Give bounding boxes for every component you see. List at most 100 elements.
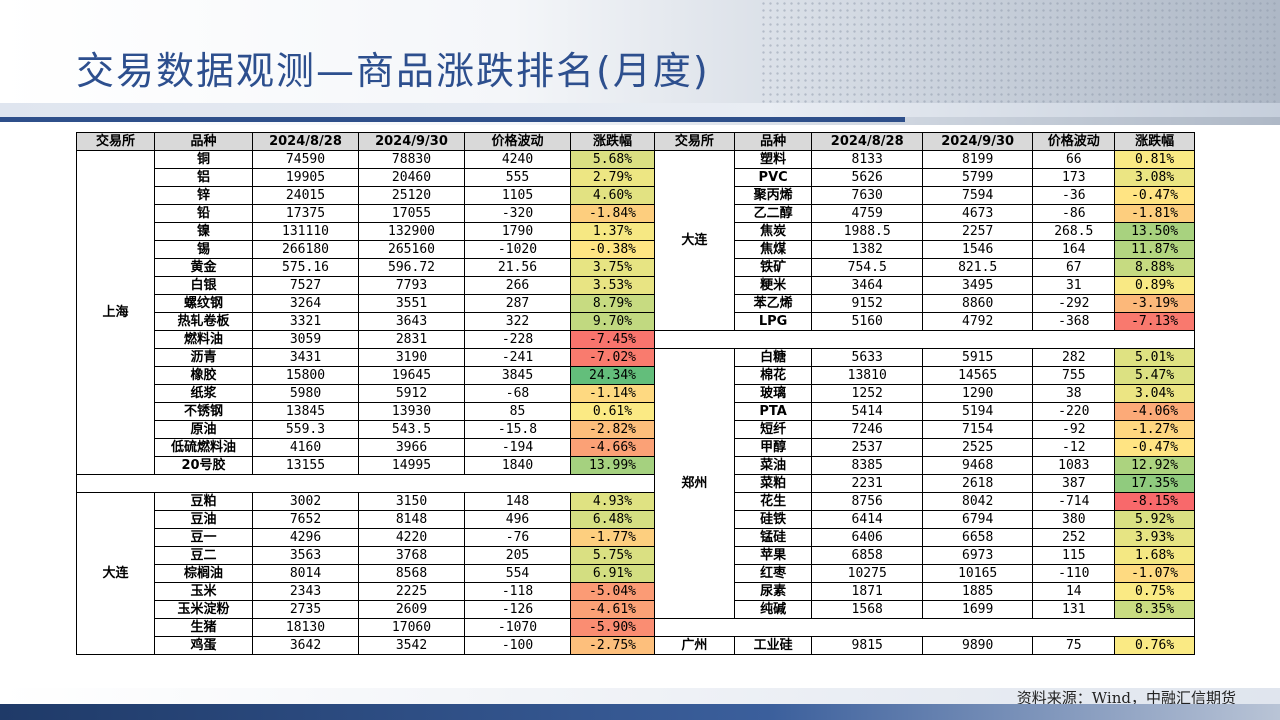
change-percent: 24.34% [570,366,655,385]
value-cell: 5626 [811,168,923,187]
value-cell: 5799 [921,168,1034,187]
change-percent: -1.07% [1114,564,1195,583]
change-percent: -0.47% [1114,438,1195,457]
value-cell: 8199 [921,150,1034,169]
header-row: 交易所 品种 2024/8/28 2024/9/30 价格波动 涨跌幅 [654,132,1195,151]
change-percent: 4.60% [570,186,655,205]
change-percent: -8.15% [1114,492,1195,511]
table-row: 不锈钢 13845 13930 85 0.61% [77,402,655,421]
commodity-name: 玉米淀粉 [154,600,253,619]
value-cell: 7652 [252,510,359,529]
change-percent: -2.75% [570,636,655,655]
value-cell: 85 [464,402,571,421]
commodity-name: 锰硅 [733,528,813,547]
value-cell: 8756 [811,492,923,511]
change-percent: 0.75% [1114,582,1195,601]
value-cell: 5194 [921,402,1034,421]
value-cell: 755 [1032,366,1116,385]
value-cell: 2831 [358,330,465,349]
commodity-name: 工业硅 [733,636,813,655]
value-cell: 131110 [252,222,359,241]
table-row: 苯乙烯 9152 8860 -292 -3.19% [655,294,1195,313]
right-ranking-table: 交易所 品种 2024/8/28 2024/9/30 价格波动 涨跌幅 大连 塑料 8133 81… [654,132,1195,655]
value-cell: 6858 [811,546,923,565]
change-percent: -4.06% [1114,402,1195,421]
value-cell: 8133 [811,150,923,169]
table-row: 大连 塑料 8133 8199 66 0.81% [654,150,1195,331]
value-cell: -86 [1032,204,1116,223]
table-row: 铁矿 754.5 821.5 67 8.88% [655,258,1195,277]
slide-title: 交易数据观测—商品涨跌排名(月度) [76,49,710,93]
change-percent: 3.93% [1114,528,1195,547]
value-cell: 13845 [252,402,359,421]
commodity-name: 燃料油 [154,330,253,349]
change-percent: 0.76% [1114,636,1195,655]
commodity-name: 铁矿 [733,258,813,277]
value-cell: 1988.5 [811,222,923,241]
table-row: LPG 5160 4792 -368 -7.13% [655,312,1195,331]
value-cell: 19645 [358,366,465,385]
table-row: 棉花 13810 14565 755 5.47% [655,366,1195,385]
commodity-name: 玉米 [154,582,253,601]
value-cell: 3768 [358,546,465,565]
table-row: 菜油 8385 9468 1083 12.92% [655,456,1195,475]
table-row: 焦炭 1988.5 2257 268.5 13.50% [655,222,1195,241]
value-cell: 3321 [252,312,359,331]
table-row: 玉米 2343 2225 -118 -5.04% [77,582,655,601]
value-cell: 380 [1032,510,1116,529]
footer-decoration [0,688,1280,706]
commodity-name: 沥青 [154,348,253,367]
table-row: 白银 7527 7793 266 3.53% [77,276,655,295]
value-cell: 66 [1032,150,1116,169]
value-cell: 4240 [464,150,571,169]
value-cell: 205 [464,546,571,565]
table-row: 20号胶 13155 14995 1840 13.99% [77,456,655,475]
value-cell: 1290 [921,384,1034,403]
value-cell: 3002 [252,492,359,511]
commodity-name: 白银 [154,276,253,295]
table-row: PTA 5414 5194 -220 -4.06% [655,402,1195,421]
value-cell: 9890 [921,636,1034,655]
change-percent: -0.47% [1114,186,1195,205]
table-row: 甲醇 2537 2525 -12 -0.47% [655,438,1195,457]
commodity-name: 尿素 [733,582,813,601]
value-cell: 3966 [358,438,465,457]
value-cell: 7246 [811,420,923,439]
column-header: 交易所 [654,132,735,151]
value-cell: 287 [464,294,571,313]
value-cell: 173 [1032,168,1116,187]
column-header: 2024/8/28 [811,132,923,151]
value-cell: 543.5 [358,420,465,439]
value-cell: 252 [1032,528,1116,547]
value-cell: 2537 [811,438,923,457]
value-cell: 6794 [921,510,1034,529]
header-dot-pattern [760,0,1280,110]
table-row: 豆油 7652 8148 496 6.48% [77,510,655,529]
value-cell: 2525 [921,438,1034,457]
value-cell: 821.5 [921,258,1034,277]
change-percent: 5.92% [1114,510,1195,529]
value-cell: 14 [1032,582,1116,601]
change-percent: -7.02% [570,348,655,367]
change-percent: 9.70% [570,312,655,331]
value-cell: -100 [464,636,571,655]
column-header: 2024/9/30 [358,132,465,151]
commodity-name: 塑料 [733,150,813,169]
change-percent: -4.61% [570,600,655,619]
commodity-name: 焦炭 [733,222,813,241]
table-row: 燃料油 3059 2831 -228 -7.45% [77,330,655,349]
value-cell: 8014 [252,564,359,583]
value-cell: 9468 [921,456,1034,475]
commodity-name: 短纤 [733,420,813,439]
value-cell: -220 [1032,402,1116,421]
change-percent: 11.87% [1114,240,1195,259]
value-cell: -714 [1032,492,1116,511]
value-cell: 596.72 [358,258,465,277]
value-cell: -92 [1032,420,1116,439]
value-cell: 1840 [464,456,571,475]
commodity-name: PVC [733,168,813,187]
value-cell: -110 [1032,564,1116,583]
commodity-name: 铅 [154,204,253,223]
value-cell: 4759 [811,204,923,223]
value-cell: 24015 [252,186,359,205]
